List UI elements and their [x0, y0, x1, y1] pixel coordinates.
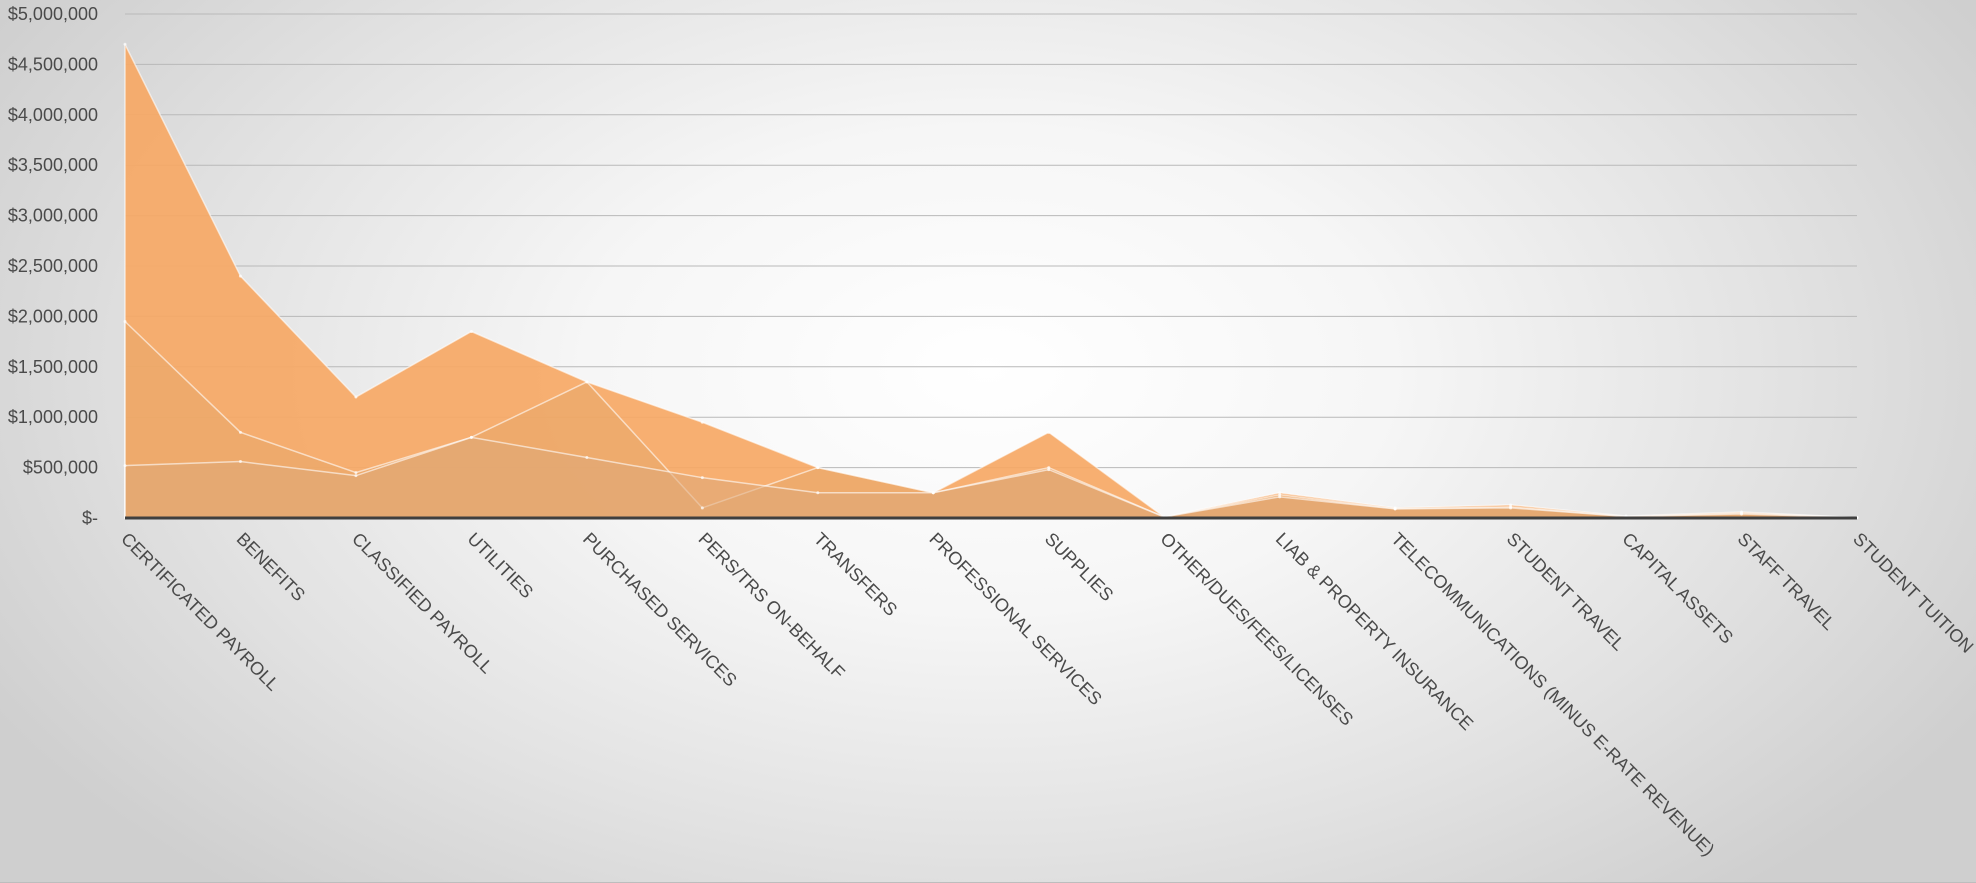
data-point	[1740, 512, 1744, 516]
data-point	[354, 471, 358, 475]
data-point	[585, 456, 589, 460]
y-tick-label: $5,000,000	[8, 4, 98, 24]
data-point	[469, 435, 473, 439]
data-point	[1509, 506, 1513, 510]
y-tick-label: $500,000	[23, 458, 98, 478]
data-point	[585, 380, 589, 384]
x-tick-label: STUDENT TUITION	[1849, 529, 1976, 657]
x-tick-label: LIAB & PROPERTY INSURANCE	[1272, 529, 1477, 734]
data-point	[238, 274, 242, 278]
x-tick-label: OTHER/DUES/FEES/LICENSES	[1156, 529, 1357, 730]
area-series-1	[124, 43, 1858, 519]
y-tick-label: $4,000,000	[8, 105, 98, 125]
x-tick-label: BENEFITS	[233, 529, 309, 605]
data-point	[354, 474, 358, 478]
x-tick-label: CAPITAL ASSETS	[1618, 529, 1737, 648]
y-tick-label: $3,000,000	[8, 206, 98, 226]
data-point	[123, 319, 127, 323]
y-tick-label: $-	[82, 508, 98, 528]
x-tick-label: STUDENT TRAVEL	[1503, 529, 1629, 655]
data-point	[700, 506, 704, 510]
data-point	[931, 491, 935, 495]
data-point	[469, 330, 473, 334]
data-point	[1047, 468, 1051, 472]
data-point	[238, 460, 242, 464]
data-point	[238, 430, 242, 434]
data-point	[123, 464, 127, 468]
y-tick-label: $4,500,000	[8, 54, 98, 74]
data-point	[816, 491, 820, 495]
data-point	[816, 466, 820, 470]
data-point	[1047, 430, 1051, 434]
y-tick-label: $1,500,000	[8, 357, 98, 377]
y-tick-label: $2,500,000	[8, 256, 98, 276]
x-tick-label: TRANSFERS	[810, 529, 901, 620]
data-point	[123, 42, 127, 46]
data-point	[700, 476, 704, 480]
y-tick-label: $3,500,000	[8, 155, 98, 175]
data-point	[1393, 507, 1397, 511]
data-point	[1278, 495, 1282, 499]
x-tick-label: SUPPLIES	[1041, 529, 1117, 605]
data-point	[700, 420, 704, 424]
x-tick-label: STAFF TRAVEL	[1734, 529, 1839, 634]
data-point	[354, 395, 358, 399]
x-tick-label: UTILITIES	[464, 529, 538, 603]
y-tick-label: $2,000,000	[8, 306, 98, 326]
y-tick-label: $1,000,000	[8, 407, 98, 427]
